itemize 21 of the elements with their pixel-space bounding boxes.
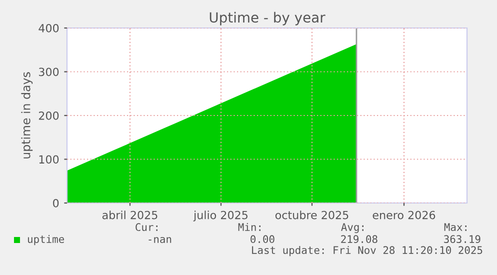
text: 363.19 bbox=[444, 235, 480, 244]
y-tick-label: 400 bbox=[38, 24, 59, 32]
legend-label: uptime bbox=[28, 234, 64, 246]
x-tick-label: abril 2025 bbox=[102, 210, 158, 220]
text: Last update: Fri Nov 28 11:20:10 2025 bbox=[252, 246, 482, 256]
y-tick-label: 200 bbox=[38, 111, 59, 120]
text: Min: bbox=[238, 222, 260, 231]
text: Max: bbox=[444, 223, 466, 232]
x-tick-label: enero 2026 bbox=[372, 210, 436, 220]
y-tick-label: 0 bbox=[53, 198, 59, 208]
x-tick-label: octubre 2025 bbox=[275, 210, 348, 220]
y-tick-label: 300 bbox=[39, 68, 59, 76]
text: Avg: bbox=[341, 223, 364, 234]
x-tick-label: julio 2025 bbox=[193, 210, 248, 222]
text: 0.00 bbox=[250, 235, 274, 244]
text: -nan bbox=[148, 237, 172, 244]
y-tick-label: 100 bbox=[39, 155, 59, 164]
text: 219.08 bbox=[341, 235, 378, 244]
chart-title: Uptime - by year bbox=[210, 12, 326, 26]
y-axis-title: uptime in days bbox=[21, 72, 33, 158]
text: Cur: bbox=[136, 223, 158, 232]
